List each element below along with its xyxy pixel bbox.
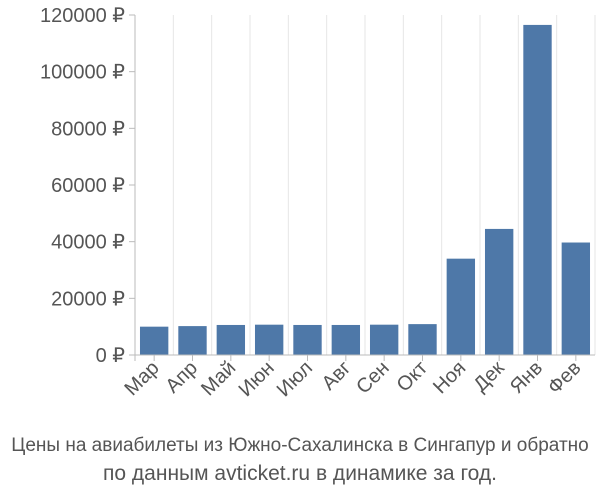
bars bbox=[139, 24, 591, 356]
bar bbox=[408, 324, 437, 355]
x-tick-label: Ноя bbox=[429, 357, 470, 398]
bar bbox=[331, 324, 361, 355]
bar bbox=[369, 324, 399, 355]
x-tick-label: Сен bbox=[352, 357, 393, 398]
bar bbox=[446, 258, 476, 355]
y-tick-label: 60000 ₽ bbox=[51, 175, 125, 197]
y-tick-label: 20000 ₽ bbox=[51, 288, 125, 310]
x-tick-label: Фев bbox=[544, 357, 586, 399]
grid-lines bbox=[134, 15, 596, 355]
x-tick-label: Окт bbox=[393, 357, 432, 396]
x-tick-label: Янв bbox=[506, 357, 547, 398]
bar bbox=[561, 242, 591, 355]
bar bbox=[484, 228, 514, 355]
y-tick-label: 100000 ₽ bbox=[40, 62, 125, 84]
axes bbox=[129, 14, 595, 361]
y-tick-label: 40000 ₽ bbox=[51, 232, 125, 254]
x-tick-label: Июн bbox=[235, 357, 279, 401]
bar bbox=[523, 24, 552, 356]
x-tick-label: Дек bbox=[470, 357, 509, 396]
y-tick-label: 80000 ₽ bbox=[51, 118, 125, 140]
x-tick-label: Май bbox=[197, 357, 240, 400]
caption-line-1: Цены на авиабилеты из Южно-Сахалинска в … bbox=[11, 435, 589, 456]
bar bbox=[293, 324, 322, 355]
x-tick-label: Апр bbox=[162, 357, 203, 398]
y-tick-label: 0 ₽ bbox=[96, 345, 126, 367]
x-tick-label: Июл bbox=[273, 357, 317, 401]
caption-line-2: по данным avticket.ru в динамике за год. bbox=[103, 462, 497, 485]
bar bbox=[139, 326, 169, 355]
x-tick-label: Авг bbox=[318, 357, 356, 395]
bar bbox=[178, 326, 207, 355]
y-tick-labels: 0 ₽ 20000 ₽ 40000 ₽ 60000 ₽ 80000 ₽ 100000 ₽ 1… bbox=[40, 5, 125, 367]
bar bbox=[254, 324, 284, 355]
x-tick-label: Мар bbox=[120, 357, 163, 400]
bar bbox=[216, 324, 246, 355]
y-tick-label: 120000 ₽ bbox=[40, 5, 125, 27]
